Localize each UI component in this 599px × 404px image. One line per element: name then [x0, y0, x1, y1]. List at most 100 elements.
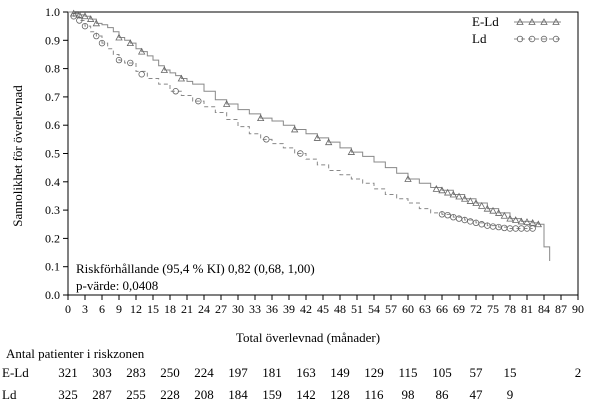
censor-marker-e-ld	[86, 15, 95, 22]
censor-marker-e-ld	[160, 66, 169, 73]
censor-marker-ld	[81, 22, 89, 30]
at-risk-cell: 325	[58, 387, 78, 402]
x-tick-label: 60	[402, 302, 414, 316]
censor-marker-e-ld	[432, 185, 441, 192]
at-risk-cell: 47	[469, 387, 483, 402]
y-tick-label: 0.6	[45, 118, 60, 132]
censor-marker-ld	[297, 150, 304, 157]
x-tick-label: 33	[249, 302, 261, 316]
at-risk-cell: 98	[401, 387, 415, 402]
x-tick-label: 12	[130, 302, 142, 316]
y-tick-label: 0.0	[45, 288, 60, 302]
at-risk-cell: 116	[364, 387, 384, 402]
x-tick-label: 30	[232, 302, 244, 316]
censor-marker-e-ld	[523, 218, 531, 225]
x-tick-label: 90	[572, 302, 584, 316]
x-tick-label: 15	[147, 302, 159, 316]
censor-marker-e-ld	[222, 100, 231, 107]
censor-marker-ld	[127, 59, 134, 67]
at-risk-cell: 163	[296, 365, 316, 380]
x-tick-label: 42	[300, 302, 312, 316]
x-tick-label: 87	[555, 302, 567, 316]
x-tick-label: 81	[521, 302, 533, 316]
at-risk-cell: 159	[262, 387, 282, 402]
censor-marker-ld	[93, 32, 100, 40]
censor-marker-e-ld	[324, 138, 333, 146]
at-risk-cell: 2	[574, 365, 582, 380]
censor-marker-e-ld	[290, 125, 299, 133]
x-tick-label: 75	[487, 302, 499, 316]
legend-marker-ld	[540, 35, 548, 43]
at-risk-cell: 184	[228, 387, 248, 402]
legend-label-e-ld: E-Ld	[472, 14, 499, 29]
hazard-ratio-annotation: Riskförhållande (95,4 % KI) 0,82 (0,68, …	[76, 261, 315, 276]
x-tick-label: 27	[215, 302, 227, 316]
at-risk-cell: 15	[503, 365, 517, 380]
at-risk-cell: 142	[296, 387, 316, 402]
y-axis-label: Sannolikhet för överlevnad	[10, 85, 25, 227]
censor-marker-ld	[467, 218, 474, 225]
at-risk-cell: 105	[432, 365, 452, 380]
at-risk-cell: 224	[194, 365, 214, 380]
censor-marker-e-ld	[92, 19, 101, 27]
censor-marker-e-ld	[511, 216, 520, 223]
x-tick-label: 66	[436, 302, 448, 316]
censor-marker-e-ld	[313, 134, 322, 141]
at-risk-cell: 128	[330, 387, 350, 402]
x-tick-label: 18	[164, 302, 176, 316]
censor-marker-e-ld	[137, 47, 146, 55]
x-tick-label: 6	[99, 302, 105, 316]
at-risk-cell: 321	[58, 365, 78, 380]
curve-ld	[68, 11, 533, 229]
at-risk-cell: 250	[160, 365, 180, 380]
x-tick-label: 69	[453, 302, 465, 316]
y-tick-label: 0.7	[45, 90, 60, 104]
at-risk-cell: 197	[228, 365, 248, 380]
curve-e-ld	[68, 11, 551, 262]
x-tick-label: 48	[334, 302, 346, 316]
legend-marker-e-ld	[540, 18, 548, 25]
censor-marker-ld	[501, 224, 508, 232]
censor-marker-e-ld	[449, 190, 458, 198]
y-tick-label: 0.1	[45, 260, 60, 274]
censor-marker-e-ld	[256, 114, 265, 122]
censor-marker-e-ld	[177, 74, 186, 82]
x-tick-label: 54	[368, 302, 380, 316]
at-risk-cell: 57	[469, 365, 483, 380]
x-tick-label: 21	[181, 302, 193, 316]
at-risk-cell: 255	[126, 387, 146, 402]
at-risk-cell: 283	[126, 365, 146, 380]
p-value-annotation: p-värde: 0,0408	[76, 278, 158, 293]
x-tick-label: 36	[266, 302, 278, 316]
censor-marker-e-ld	[81, 12, 89, 20]
y-tick-label: 0.8	[45, 62, 60, 76]
censor-marker-ld	[138, 71, 145, 78]
censor-marker-ld	[478, 221, 485, 228]
x-tick-label: 0	[65, 302, 71, 316]
censor-marker-e-ld	[115, 33, 123, 41]
censor-marker-ld	[76, 17, 83, 24]
axes: 0 3 6 9 12 15 18 21 24 27 30 33 36 39 42 45 48 51 54 57 60 63…	[45, 5, 584, 316]
x-tick-label: 84	[538, 302, 550, 316]
at-risk-cell: 181	[262, 365, 282, 380]
legend-marker-e-ld	[528, 18, 536, 25]
legend-marker-ld	[528, 35, 536, 43]
legend-marker-e-ld	[516, 18, 524, 25]
legend-label-ld: Ld	[472, 31, 487, 46]
censor-marker-e-ld	[438, 186, 446, 194]
censor-marker-e-ld	[534, 220, 543, 228]
x-tick-label: 45	[317, 302, 329, 316]
at-risk-cell: 149	[330, 365, 350, 380]
y-tick-label: 0.4	[45, 175, 60, 189]
y-tick-label: 0.5	[45, 147, 60, 161]
censor-marker-e-ld	[460, 194, 469, 202]
at-risk-cell: 9	[506, 387, 514, 402]
x-axis-label: Total överlevnad (månader)	[236, 330, 380, 345]
x-tick-label: 78	[504, 302, 516, 316]
y-tick-label: 0.9	[45, 33, 60, 47]
at-risk-row-label: E-Ld	[2, 365, 29, 380]
legend-marker-ld	[552, 35, 560, 43]
censor-marker-e-ld	[494, 209, 503, 216]
at-risk-cell: 115	[398, 365, 418, 380]
